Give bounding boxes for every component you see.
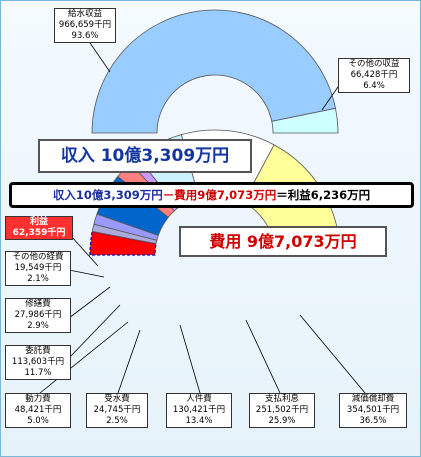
leader-line [299, 314, 366, 394]
label-interest: 支払利息 251,502千円 25.9% [249, 393, 315, 428]
leader-line [321, 83, 341, 111]
slice-other-revenue [271, 107, 339, 134]
label-other-expenses: その他の経費 19,549千円 2.1% [5, 251, 71, 286]
label-depreciation: 減価償却費 354,501千円 36.5% [339, 393, 407, 428]
label-amount: 19,549千円 [14, 263, 62, 273]
label-amount: 113,603千円 [11, 357, 65, 367]
label-name: 修繕費 [25, 299, 51, 309]
leader-line [70, 235, 99, 267]
label-personnel: 人件費 130,421千円 13.4% [166, 393, 232, 428]
label-amount: 251,502千円 [255, 405, 309, 415]
label-water-purchase: 受水費 24,745千円 2.5% [86, 393, 148, 428]
income-title: 収入 10億3,309万円 [38, 139, 252, 173]
label-pct: 36.5% [359, 416, 387, 426]
leader-line [117, 329, 141, 394]
label-pct: 25.9% [268, 416, 296, 426]
slice-profit [89, 230, 157, 256]
label-repair: 修繕費 27,986千円 2.9% [5, 298, 71, 333]
formula-profit: ＝利益6,236万円 [276, 188, 371, 202]
balance-formula: 収入10億3,309万円－費用9億7,073万円＝利益6,236万円 [9, 182, 414, 208]
leader-line [68, 286, 111, 319]
label-pct: 13.4% [185, 416, 213, 426]
label-name: 支払利息 [264, 394, 299, 404]
label-other-revenue: その他の収益 66,428千円 6.4% [338, 58, 410, 93]
label-pct: 6.4% [363, 81, 385, 91]
label-pct: 93.6% [71, 31, 99, 41]
label-pct: 2.5% [106, 416, 128, 426]
label-amount: 48,421千円 [14, 405, 62, 415]
label-amount: 966,659千円 [58, 20, 112, 30]
label-name: 動力費 [25, 394, 51, 404]
label-amount: 66,428千円 [350, 70, 398, 80]
label-name: その他の収益 [348, 59, 400, 69]
label-water-supply-revenue: 給水収益 966,659千円 93.6% [54, 8, 116, 43]
expense-title: 費用 9億7,073万円 [179, 226, 387, 257]
label-amount: 354,501千円 [346, 405, 400, 415]
label-pct: 11.7% [24, 368, 52, 378]
label-amount: 62,359千円 [12, 228, 66, 238]
label-pct: 2.9% [27, 321, 49, 331]
label-amount: 24,745千円 [93, 405, 141, 415]
label-name: 人件費 [186, 394, 212, 404]
label-name: 委託費 [25, 346, 51, 356]
label-power: 動力費 48,421千円 5.0% [5, 393, 71, 428]
leader-line [179, 324, 201, 394]
label-pct: 2.1% [27, 274, 49, 284]
slice-water-supply-revenue [91, 9, 336, 134]
label-name: 給水収益 [67, 9, 102, 19]
formula-expense: －費用9億7,073万円 [162, 188, 277, 202]
label-amount: 130,421千円 [172, 405, 226, 415]
label-name: 受水費 [104, 394, 130, 404]
leader-line [68, 304, 121, 359]
leader-line [39, 321, 129, 394]
leader-line [87, 39, 111, 73]
label-profit: 利益 62,359千円 [5, 216, 73, 240]
leader-line [68, 269, 105, 278]
formula-income: 収入10億3,309万円 [52, 188, 163, 202]
label-outsourcing: 委託費 113,603千円 11.7% [5, 345, 71, 380]
label-name: その他の経費 [12, 252, 64, 262]
label-name: 減価償却費 [351, 394, 395, 404]
label-name: 利益 [29, 217, 48, 227]
label-amount: 27,986千円 [14, 310, 62, 320]
leader-line [245, 319, 281, 394]
label-pct: 5.0% [27, 416, 49, 426]
